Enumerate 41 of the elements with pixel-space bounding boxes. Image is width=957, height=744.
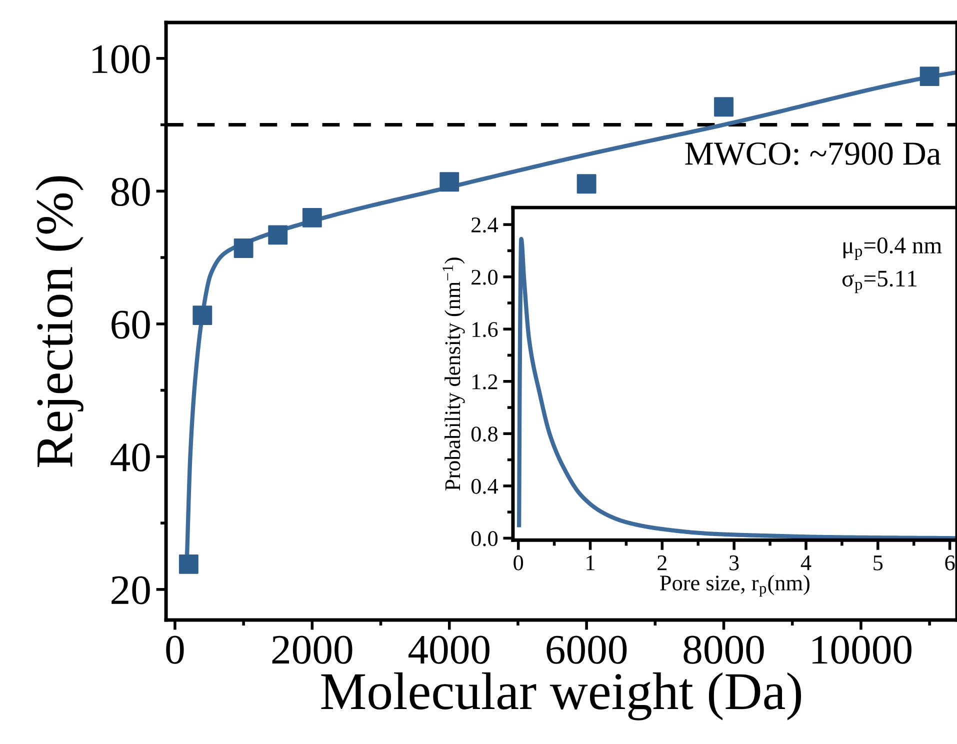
- y-tick-label: 100: [92, 45, 150, 74]
- point: [576, 174, 596, 194]
- point: [714, 97, 734, 117]
- y-axis-title: Rejection (%): [36, 176, 84, 468]
- y-tick-label: 1.2: [472, 374, 498, 390]
- x-tick-label: 2000: [272, 636, 352, 664]
- x-tick-label: 3: [730, 555, 739, 570]
- y-tick-label: 1.6: [472, 322, 498, 338]
- x-tick-label: 8000: [684, 636, 764, 664]
- point: [178, 554, 198, 574]
- x-tick-label: 2: [658, 555, 666, 570]
- y-tick-label: 2.4: [472, 218, 498, 233]
- y-tick-label: 0.4: [471, 478, 498, 494]
- y-tick-label: 0.0: [471, 531, 498, 546]
- x-axis-title: Molecular weight (Da): [321, 672, 801, 720]
- point: [440, 172, 460, 192]
- x-tick-label: 0: [514, 555, 524, 570]
- x-tick-label: 5: [874, 556, 883, 570]
- ref-line-label: MWCO: ~7900 Da: [685, 142, 941, 166]
- y-tick-label: 60: [112, 310, 150, 339]
- x-tick-label: 0: [166, 636, 184, 664]
- x-tick-label: 6000: [546, 636, 627, 664]
- point: [192, 306, 212, 326]
- point: [268, 225, 288, 245]
- point: [302, 208, 322, 228]
- point: [234, 238, 254, 258]
- x-tick-label: 6: [945, 555, 955, 570]
- y-tick-label: 0.8: [471, 426, 498, 442]
- x-tick-label: 1: [586, 555, 594, 570]
- y-tick-label: 40: [110, 443, 150, 472]
- point: [920, 66, 940, 86]
- annotation: μ$_{p}$=0.4 nm: [843, 238, 942, 260]
- y-tick-label: 20: [112, 576, 150, 604]
- y-axis-title: Probability density (nm$^{−1}$): [442, 258, 465, 491]
- y-tick-label: 80: [111, 178, 150, 206]
- x-tick-label: 10000: [812, 636, 912, 664]
- y-tick-label: 2.0: [472, 270, 498, 285]
- x-tick-label: 4000: [408, 636, 490, 664]
- x-tick-label: 4: [800, 556, 812, 570]
- annotation: σ$_{p}$=5.11: [842, 270, 916, 294]
- x-axis-title: Pore size, r$_{p}$(nm): [660, 574, 810, 597]
